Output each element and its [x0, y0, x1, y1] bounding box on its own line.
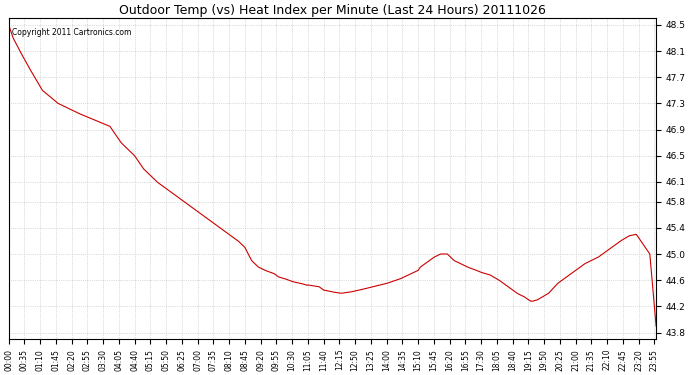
Title: Outdoor Temp (vs) Heat Index per Minute (Last 24 Hours) 20111026: Outdoor Temp (vs) Heat Index per Minute … — [119, 4, 546, 17]
Text: Copyright 2011 Cartronics.com: Copyright 2011 Cartronics.com — [12, 28, 131, 37]
